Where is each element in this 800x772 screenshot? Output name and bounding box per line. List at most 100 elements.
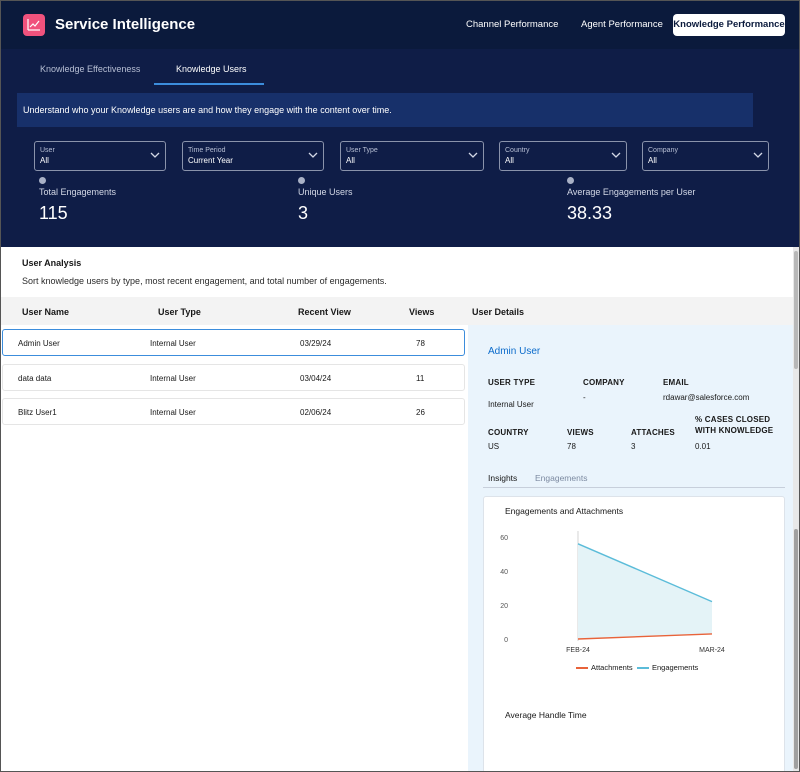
chevron-down-icon: [611, 152, 621, 158]
cell-views: 26: [416, 408, 425, 417]
user-type-label: USER TYPE: [488, 378, 536, 387]
cell-user-name: Blitz User1: [18, 408, 57, 417]
filter-company[interactable]: Company All: [642, 141, 769, 171]
filter-label: User: [40, 147, 55, 154]
filter-value: All: [40, 156, 49, 165]
filter-label: User Type: [346, 147, 378, 154]
table-row[interactable]: Admin User Internal User 03/29/24 78: [2, 329, 465, 356]
filter-value: All: [505, 156, 514, 165]
nav-channel-performance[interactable]: Channel Performance: [466, 19, 559, 30]
top-header: Service Intelligence Channel Performance…: [1, 1, 799, 49]
cell-user-name: data data: [18, 374, 52, 383]
column-header-user-type[interactable]: User Type: [158, 307, 201, 317]
y-tick-label: 60: [500, 535, 508, 542]
panel-scrollbar-thumb[interactable]: [794, 529, 798, 769]
attaches-label: ATTACHES: [631, 428, 675, 437]
tab-insights[interactable]: Insights: [488, 473, 518, 483]
scrollbar-thumb[interactable]: [794, 251, 798, 369]
legend-swatch-attachments: [576, 667, 588, 669]
filter-time-period[interactable]: Time Period Current Year: [182, 141, 324, 171]
filter-user-type[interactable]: User Type All: [340, 141, 484, 171]
company-label: COMPANY: [583, 378, 625, 387]
email-value: rdawar@salesforce.com: [663, 393, 750, 402]
nav-agent-performance[interactable]: Agent Performance: [581, 19, 663, 30]
y-tick-label: 20: [500, 603, 508, 610]
app-title: Service Intelligence: [55, 16, 196, 33]
kpi-value: 3: [298, 203, 309, 223]
x-tick-label: FEB-24: [566, 647, 590, 654]
chevron-down-icon: [150, 152, 160, 158]
company-value: -: [583, 393, 586, 402]
engagements-line: [577, 543, 713, 603]
chevron-down-icon: [468, 152, 478, 158]
legend-label: Attachments: [591, 663, 633, 672]
cell-views: 11: [416, 374, 425, 383]
column-header-views[interactable]: Views: [409, 307, 435, 317]
attaches-value: 3: [631, 442, 636, 451]
y-tick-label: 0: [504, 637, 508, 644]
tab-knowledge-users[interactable]: Knowledge Users: [176, 64, 247, 74]
filter-user[interactable]: User All: [34, 141, 166, 171]
filter-label: Time Period: [188, 147, 226, 154]
cases-closed-label-line2: WITH KNOWLEDGE: [695, 426, 774, 435]
cell-views: 78: [416, 339, 425, 348]
cell-user-name: Admin User: [18, 339, 60, 348]
active-tab-indicator: [154, 83, 264, 85]
nav-knowledge-performance[interactable]: Knowledge Performance: [673, 14, 785, 36]
engagements-attachments-chart: 0 20 40 60 FEB-24 MAR-24: [500, 531, 725, 654]
tab-knowledge-effectiveness[interactable]: Knowledge Effectiveness: [40, 64, 141, 74]
chevron-down-icon: [308, 152, 318, 158]
insights-chart-card: Engagements and Attachments 0 20 40 60 FEB-2…: [483, 496, 785, 771]
cell-user-type: Internal User: [150, 339, 196, 348]
x-tick-label: MAR-24: [699, 647, 725, 654]
kpi-label: Unique Users: [298, 187, 353, 197]
table-row[interactable]: data data Internal User 03/04/24 11: [2, 364, 465, 391]
kpi-value: 38.33: [567, 203, 613, 223]
table-row[interactable]: Blitz User1 Internal User 02/06/24 26: [2, 398, 465, 425]
column-header-user-details: User Details: [472, 307, 525, 317]
user-details-panel: Admin User USER TYPE Internal User COMPA…: [468, 325, 799, 771]
cases-closed-value: 0.01: [695, 442, 711, 451]
app-logo-icon: [23, 14, 45, 36]
kpi-value: 115: [39, 203, 68, 223]
y-tick-label: 40: [500, 569, 508, 576]
legend-label: Engagements: [652, 663, 699, 672]
cell-recent-view: 02/06/24: [300, 408, 332, 417]
chart-title: Engagements and Attachments: [505, 506, 624, 516]
filter-value: Current Year: [188, 156, 233, 165]
section-title: User Analysis: [22, 258, 82, 268]
cell-recent-view: 03/04/24: [300, 374, 332, 383]
cell-user-type: Internal User: [150, 374, 196, 383]
filter-country[interactable]: Country All: [499, 141, 627, 171]
tab-divider: [483, 487, 785, 488]
filter-value: All: [648, 156, 657, 165]
cell-recent-view: 03/29/24: [300, 339, 332, 348]
scrollbar-track[interactable]: [793, 247, 799, 771]
info-icon[interactable]: [567, 177, 574, 184]
section-description: Sort knowledge users by type, most recen…: [22, 276, 387, 286]
cell-user-type: Internal User: [150, 408, 196, 417]
country-label: COUNTRY: [488, 428, 529, 437]
column-header-user-name[interactable]: User Name: [22, 307, 70, 317]
kpi-label: Total Engagements: [39, 187, 117, 197]
filter-label: Company: [648, 147, 678, 154]
dashboard-header: Knowledge Effectiveness Knowledge Users …: [1, 49, 799, 247]
description-banner: Understand who your Knowledge users are …: [17, 93, 753, 127]
views-value: 78: [567, 442, 576, 451]
table-header: User Name User Type Recent View Views Us…: [1, 297, 799, 325]
tab-engagements[interactable]: Engagements: [535, 473, 588, 483]
country-value: US: [488, 442, 500, 451]
filter-label: Country: [505, 147, 530, 154]
attachments-line: [577, 633, 713, 640]
column-header-recent-view[interactable]: Recent View: [298, 307, 351, 317]
info-icon[interactable]: [39, 177, 46, 184]
engagements-area: [578, 543, 712, 639]
legend-swatch-engagements: [637, 667, 649, 669]
email-label: EMAIL: [663, 378, 689, 387]
chevron-down-icon: [753, 152, 763, 158]
kpi-label: Average Engagements per User: [567, 187, 696, 197]
description-text: Understand who your Knowledge users are …: [23, 105, 392, 115]
average-handle-time-title: Average Handle Time: [505, 710, 587, 720]
info-icon[interactable]: [298, 177, 305, 184]
selected-user-name[interactable]: Admin User: [488, 346, 541, 357]
